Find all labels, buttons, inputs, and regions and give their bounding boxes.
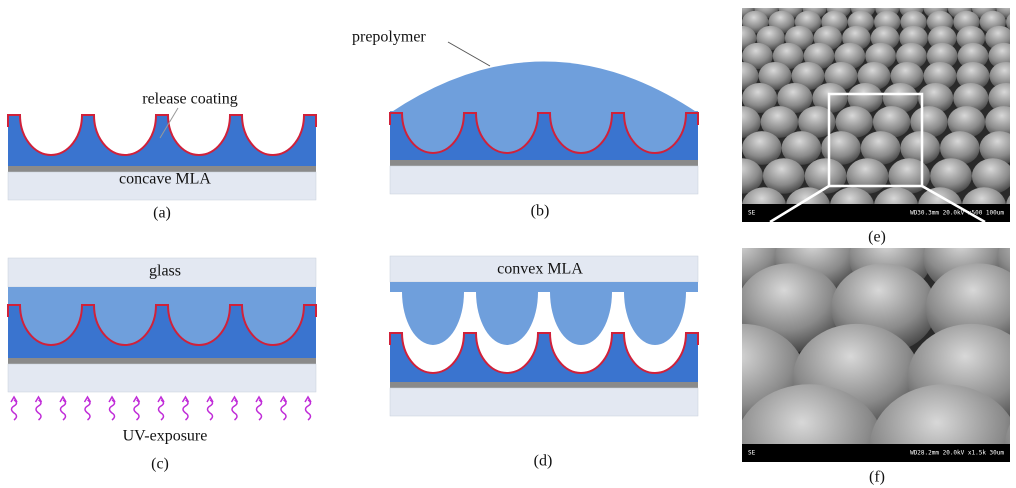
uv-arrowhead <box>232 397 238 402</box>
layer-label: glass <box>149 263 181 280</box>
uv-ray <box>85 400 90 420</box>
uv-arrowhead <box>11 397 17 402</box>
uv-ray <box>257 400 262 420</box>
microlens <box>699 26 728 50</box>
substrate-interlayer <box>390 160 698 166</box>
sem-info: WD30.3mm 20.0kV x500 100um <box>910 210 1004 217</box>
microlens <box>706 0 730 18</box>
uv-arrowhead <box>109 397 115 402</box>
uv-ray <box>281 400 286 420</box>
callout: release coating <box>142 91 238 108</box>
figure: release coating concave MLA (a) prepolym… <box>0 0 1016 488</box>
uv-arrowhead <box>158 397 164 402</box>
caption: (e) <box>868 229 886 246</box>
microlens <box>711 43 742 69</box>
caption: (c) <box>151 456 169 473</box>
uv-ray <box>61 400 66 420</box>
uv-ray <box>12 400 17 420</box>
microlens <box>716 11 742 33</box>
uv-arrowhead <box>305 397 311 402</box>
uv-arrowhead <box>36 397 42 402</box>
uv-arrowhead <box>60 397 66 402</box>
microlens <box>698 187 742 224</box>
prepolymer-drop <box>390 62 698 114</box>
callout-line <box>448 42 490 66</box>
uv-ray <box>159 400 164 420</box>
uv-arrowhead <box>207 397 213 402</box>
callout: prepolymer <box>352 29 426 46</box>
sem-detector: SE <box>748 450 756 457</box>
uv-arrowhead <box>256 397 262 402</box>
schematics <box>8 62 698 421</box>
concave-mla <box>8 115 316 166</box>
uv-ray <box>134 400 139 420</box>
substrate-interlayer <box>8 358 316 364</box>
uv-arrowhead <box>183 397 189 402</box>
sem-image-e <box>679 0 1016 225</box>
uv-ray <box>183 400 188 420</box>
caption: (a) <box>153 205 171 222</box>
uv-arrowhead <box>85 397 91 402</box>
uv-ray <box>208 400 213 420</box>
layer-label: concave MLA <box>119 171 211 188</box>
uv-arrowhead <box>134 397 140 402</box>
microlens <box>693 62 726 90</box>
caption: (b) <box>531 203 550 220</box>
caption: (d) <box>534 453 553 470</box>
substrate <box>8 364 316 392</box>
layer-label: convex MLA <box>497 261 583 278</box>
sem-info: WD28.2mm 20.0kV x1.5k 30um <box>910 450 1004 457</box>
uv-ray <box>110 400 115 420</box>
microlens <box>702 131 742 165</box>
microlens <box>707 83 742 113</box>
caption: (f) <box>869 469 885 486</box>
substrate-interlayer <box>390 382 698 388</box>
callout: UV-exposure <box>123 428 208 445</box>
uv-arrowhead <box>281 397 287 402</box>
substrate <box>390 388 698 416</box>
substrate <box>390 166 698 194</box>
uv-ray <box>306 400 311 420</box>
sem-detector: SE <box>748 210 756 217</box>
uv-ray <box>232 400 237 420</box>
uv-ray <box>36 400 41 420</box>
